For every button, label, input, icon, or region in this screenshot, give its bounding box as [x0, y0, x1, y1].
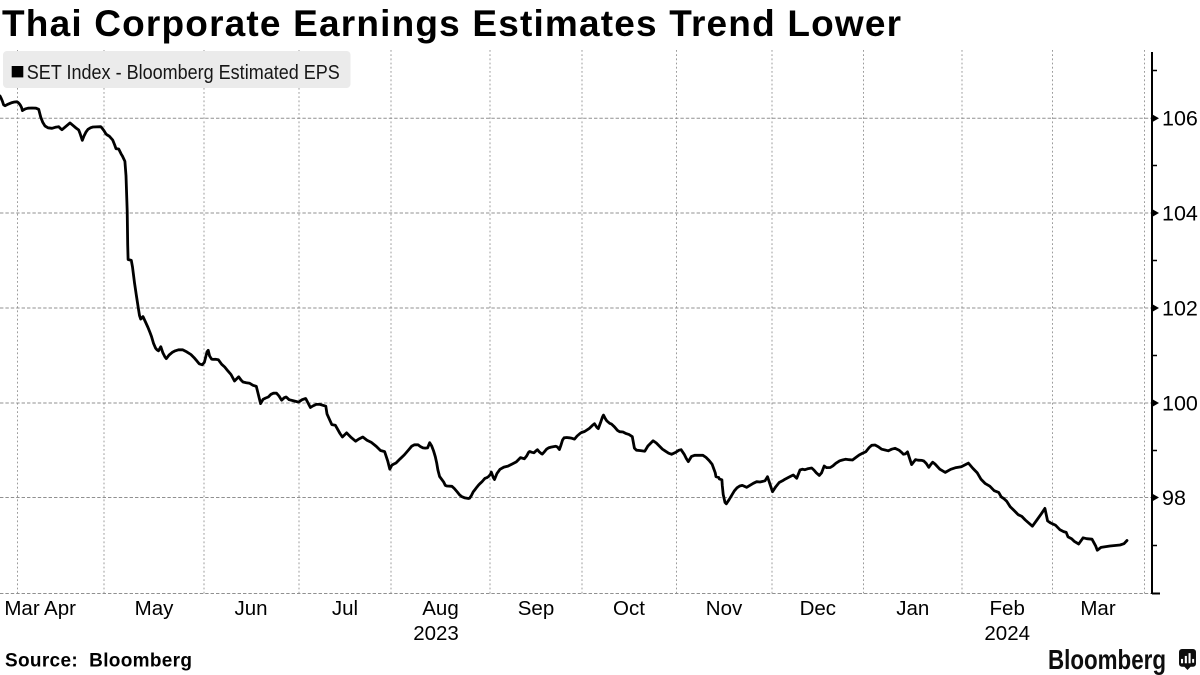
svg-text:May: May [135, 597, 174, 620]
svg-text:Sep: Sep [518, 597, 554, 620]
svg-text:Jul: Jul [332, 597, 358, 620]
svg-text:98: 98 [1162, 486, 1186, 510]
svg-text:100: 100 [1162, 391, 1198, 415]
svg-text:Nov: Nov [706, 597, 743, 620]
svg-text:102: 102 [1162, 296, 1198, 320]
svg-text:Dec: Dec [800, 597, 836, 620]
svg-text:Aug: Aug [422, 597, 458, 620]
svg-text:Oct: Oct [613, 597, 645, 620]
svg-text:Mar: Mar [1080, 597, 1115, 620]
svg-text:Apr: Apr [44, 597, 76, 620]
svg-text:2024: 2024 [984, 622, 1030, 645]
svg-text:Mar: Mar [4, 597, 39, 620]
svg-text:Bloomberg: Bloomberg [1048, 644, 1166, 675]
svg-text:SET Index - Bloomberg Estimate: SET Index - Bloomberg Estimated EPS [27, 62, 340, 84]
svg-text:Feb: Feb [990, 597, 1025, 620]
svg-text:2023: 2023 [413, 622, 459, 645]
svg-text:Jun: Jun [234, 597, 267, 620]
svg-text:106: 106 [1162, 107, 1198, 131]
svg-text:104: 104 [1162, 201, 1198, 225]
svg-text:Source: Bloomberg: Source: Bloomberg [5, 651, 192, 672]
svg-text:Thai Corporate Earnings Estima: Thai Corporate Earnings Estimates Trend … [2, 3, 901, 44]
svg-text:Jan: Jan [896, 597, 929, 620]
